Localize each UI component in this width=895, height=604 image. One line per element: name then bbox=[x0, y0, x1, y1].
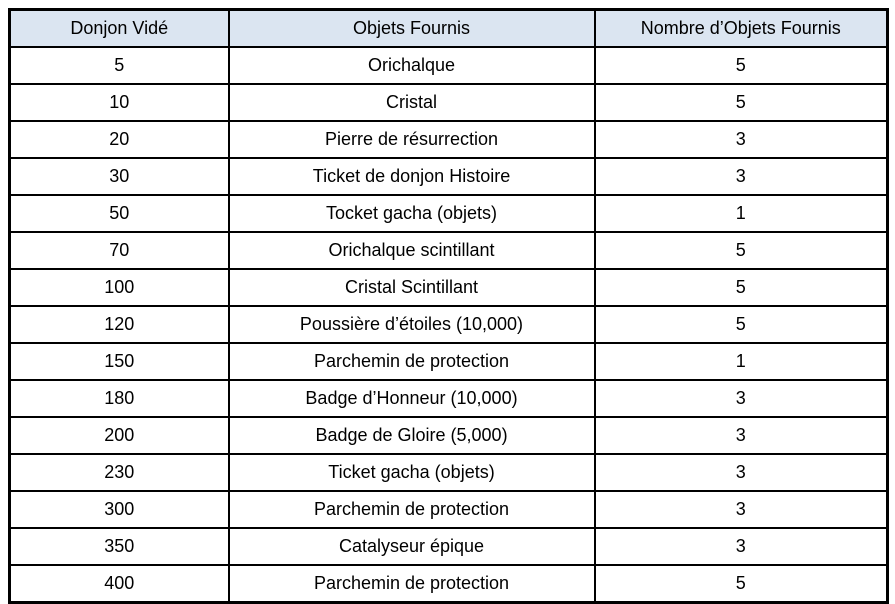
table-row: 100 Cristal Scintillant 5 bbox=[8, 268, 889, 307]
table-row: 300 Parchemin de protection 3 bbox=[8, 490, 889, 529]
table-row: 200 Badge de Gloire (5,000) 3 bbox=[8, 416, 889, 455]
cell-donjon-vide: 180 bbox=[8, 379, 230, 418]
cell-objet-fourni: Catalyseur épique bbox=[227, 527, 596, 566]
cell-objet-fourni: Tocket gacha (objets) bbox=[227, 194, 596, 233]
table-row: 50 Tocket gacha (objets) 1 bbox=[8, 194, 889, 233]
cell-donjon-vide: 50 bbox=[8, 194, 230, 233]
table-row: 30 Ticket de donjon Histoire 3 bbox=[8, 157, 889, 196]
cell-nombre-objets: 1 bbox=[593, 194, 889, 233]
cell-nombre-objets: 3 bbox=[593, 120, 889, 159]
table-row: 230 Ticket gacha (objets) 3 bbox=[8, 453, 889, 492]
cell-objet-fourni: Ticket gacha (objets) bbox=[227, 453, 596, 492]
table-row: 20 Pierre de résurrection 3 bbox=[8, 120, 889, 159]
cell-nombre-objets: 3 bbox=[593, 416, 889, 455]
cell-objet-fourni: Badge d’Honneur (10,000) bbox=[227, 379, 596, 418]
cell-nombre-objets: 5 bbox=[593, 305, 889, 344]
cell-objet-fourni: Poussière d’étoiles (10,000) bbox=[227, 305, 596, 344]
header-cell-donjon-vide: Donjon Vidé bbox=[8, 8, 230, 48]
document-page: Donjon Vidé Objets Fournis Nombre d’Obje… bbox=[8, 8, 889, 604]
cell-objet-fourni: Orichalque bbox=[227, 46, 596, 85]
cell-objet-fourni: Badge de Gloire (5,000) bbox=[227, 416, 596, 455]
cell-nombre-objets: 1 bbox=[593, 342, 889, 381]
cell-objet-fourni: Orichalque scintillant bbox=[227, 231, 596, 270]
table-body: 5 Orichalque 5 10 Cristal 5 20 Pierre de… bbox=[8, 46, 889, 604]
cell-nombre-objets: 3 bbox=[593, 379, 889, 418]
cell-donjon-vide: 300 bbox=[8, 490, 230, 529]
cell-nombre-objets: 3 bbox=[593, 157, 889, 196]
cell-objet-fourni: Ticket de donjon Histoire bbox=[227, 157, 596, 196]
cell-donjon-vide: 150 bbox=[8, 342, 230, 381]
cell-nombre-objets: 3 bbox=[593, 527, 889, 566]
cell-donjon-vide: 350 bbox=[8, 527, 230, 566]
cell-nombre-objets: 5 bbox=[593, 231, 889, 270]
table-row: 10 Cristal 5 bbox=[8, 83, 889, 122]
header-row: Donjon Vidé Objets Fournis Nombre d’Obje… bbox=[8, 8, 889, 48]
cell-objet-fourni: Cristal bbox=[227, 83, 596, 122]
table-row: 120 Poussière d’étoiles (10,000) 5 bbox=[8, 305, 889, 344]
table-row: 350 Catalyseur épique 3 bbox=[8, 527, 889, 566]
table-row: 70 Orichalque scintillant 5 bbox=[8, 231, 889, 270]
cell-donjon-vide: 100 bbox=[8, 268, 230, 307]
cell-objet-fourni: Cristal Scintillant bbox=[227, 268, 596, 307]
cell-donjon-vide: 5 bbox=[8, 46, 230, 85]
cell-donjon-vide: 120 bbox=[8, 305, 230, 344]
cell-nombre-objets: 3 bbox=[593, 490, 889, 529]
cell-donjon-vide: 70 bbox=[8, 231, 230, 270]
cell-nombre-objets: 5 bbox=[593, 83, 889, 122]
header-cell-objets-fournis: Objets Fournis bbox=[227, 8, 596, 48]
table-row: 5 Orichalque 5 bbox=[8, 46, 889, 85]
cell-objet-fourni: Parchemin de protection bbox=[227, 490, 596, 529]
cell-donjon-vide: 10 bbox=[8, 83, 230, 122]
dungeon-rewards-table: Donjon Vidé Objets Fournis Nombre d’Obje… bbox=[8, 8, 889, 604]
header-cell-nombre-objets: Nombre d’Objets Fournis bbox=[593, 8, 889, 48]
cell-donjon-vide: 200 bbox=[8, 416, 230, 455]
cell-nombre-objets: 5 bbox=[593, 46, 889, 85]
cell-donjon-vide: 20 bbox=[8, 120, 230, 159]
table-row: 400 Parchemin de protection 5 bbox=[8, 564, 889, 604]
cell-objet-fourni: Parchemin de protection bbox=[227, 564, 596, 604]
table-header: Donjon Vidé Objets Fournis Nombre d’Obje… bbox=[8, 8, 889, 48]
cell-donjon-vide: 30 bbox=[8, 157, 230, 196]
cell-objet-fourni: Parchemin de protection bbox=[227, 342, 596, 381]
cell-nombre-objets: 3 bbox=[593, 453, 889, 492]
table-row: 150 Parchemin de protection 1 bbox=[8, 342, 889, 381]
cell-donjon-vide: 230 bbox=[8, 453, 230, 492]
cell-donjon-vide: 400 bbox=[8, 564, 230, 604]
cell-objet-fourni: Pierre de résurrection bbox=[227, 120, 596, 159]
cell-nombre-objets: 5 bbox=[593, 268, 889, 307]
table-row: 180 Badge d’Honneur (10,000) 3 bbox=[8, 379, 889, 418]
cell-nombre-objets: 5 bbox=[593, 564, 889, 604]
